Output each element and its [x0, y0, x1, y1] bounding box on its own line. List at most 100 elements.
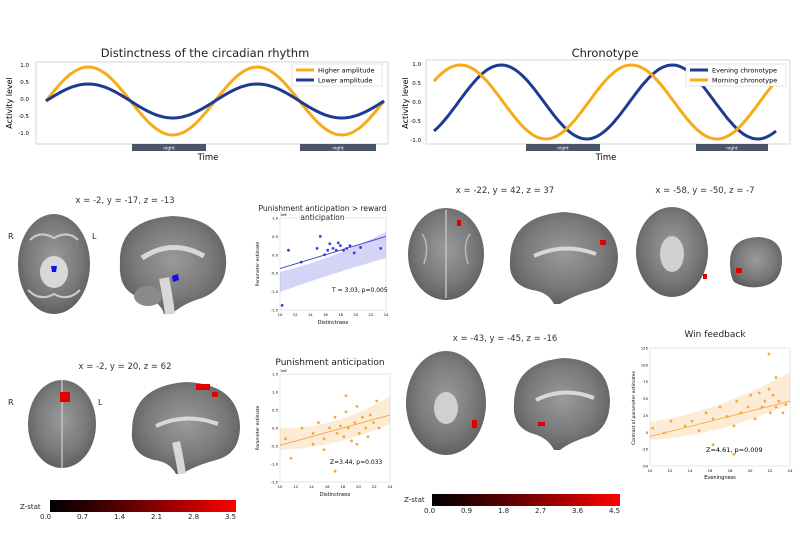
data-point: [317, 421, 320, 424]
data-point: [774, 405, 778, 409]
ytick: -1.0: [18, 131, 29, 137]
data-point: [333, 469, 337, 473]
panel-a-frame: [35, 61, 389, 145]
scatter3-chart: Contrast of parameter estimates Eveningn…: [631, 346, 793, 482]
stat-label: Z=4.61, p=0.009: [706, 446, 763, 454]
brain-slice: [509, 212, 618, 304]
data-point: [344, 394, 348, 397]
series-morning-chronotype: [432, 63, 778, 141]
brain-slice: [730, 237, 782, 288]
ytick: 25: [643, 413, 648, 418]
legend-label-lower: Lower amplitude: [318, 77, 372, 85]
night-bar-2: [696, 144, 768, 151]
brain-axial-d3: [406, 351, 486, 455]
data-point: [335, 432, 339, 435]
hemisphere-label-left: L: [98, 398, 103, 407]
ytick: -1.5: [271, 480, 279, 485]
ytick: 75: [643, 379, 648, 384]
red-activation: [703, 274, 707, 279]
ytick: -0.5: [271, 271, 279, 276]
data-point: [331, 246, 335, 250]
data-point: [353, 421, 357, 424]
tick: 1.8: [498, 507, 510, 515]
legend: [291, 63, 383, 87]
ytick: 0: [646, 430, 649, 435]
data-point: [318, 235, 322, 238]
data-point: [784, 403, 788, 407]
xtick: 12: [668, 468, 673, 473]
data-point: [355, 405, 359, 408]
brain-c2-coordinates: x = -2, y = 20, z = 62: [78, 362, 172, 372]
tick: 1.4: [114, 513, 126, 521]
xtick: 16: [325, 484, 330, 489]
data-point: [280, 304, 284, 307]
night-bar-2: [300, 144, 376, 151]
data-point: [328, 426, 331, 430]
x-axis-label: Time: [197, 153, 219, 163]
x-axis-label: Time: [595, 153, 617, 163]
night-label-2: night: [332, 146, 344, 152]
blue-activation: [172, 274, 179, 282]
data-point: [344, 410, 348, 414]
ytick: -1.5: [271, 308, 279, 313]
data-point: [326, 248, 330, 252]
y-exponent: 1e6: [280, 369, 287, 373]
data-point: [732, 452, 736, 456]
red-activation: [600, 240, 606, 245]
colorbar2-ticks: 0.0 0.9 1.8 2.7 3.6 4.5: [424, 507, 632, 517]
data-point: [711, 417, 715, 421]
xtick: 14: [308, 312, 313, 317]
ytick: 0.0: [272, 252, 279, 257]
confidence-band: [280, 396, 390, 450]
data-point: [357, 432, 361, 435]
xtick: 20: [356, 484, 361, 489]
ytick: 1.5: [272, 372, 279, 377]
ytick: -0.5: [271, 444, 279, 449]
data-point: [753, 417, 757, 421]
ytick: 0.5: [272, 408, 279, 413]
brain-lateral-d2: [730, 237, 782, 288]
ytick: 1.0: [272, 390, 279, 395]
data-point: [348, 244, 352, 247]
red-activation: [212, 392, 218, 397]
ytick: -1.0: [410, 138, 421, 144]
data-point: [711, 443, 715, 447]
data-point: [377, 426, 381, 430]
hemisphere-label-left: L: [92, 232, 97, 241]
data-point: [311, 432, 315, 435]
xtick: 14: [688, 468, 693, 473]
brain-slice: [513, 358, 610, 450]
data-point: [364, 426, 368, 430]
xtick: 16: [708, 468, 713, 473]
xtick: 20: [353, 312, 358, 317]
series-lower-amplitude: [45, 82, 385, 120]
regression-line: [279, 235, 387, 270]
data-point: [333, 415, 337, 419]
ytick: 0.5: [20, 80, 29, 86]
xtick: 22: [372, 484, 377, 489]
data-point: [339, 244, 342, 247]
blue-activation: [51, 266, 57, 272]
brain-sagittal-d1: [509, 212, 618, 304]
data-point: [300, 426, 304, 430]
tick: 3.5: [225, 513, 237, 521]
data-point: [375, 399, 379, 403]
red-activation: [457, 220, 461, 226]
night-label-1: night: [557, 146, 569, 152]
data-point: [342, 435, 346, 439]
ytick: 1.0: [412, 62, 421, 68]
data-point: [368, 413, 372, 417]
brain-axial-c2: [28, 380, 96, 468]
tick: 4.5: [609, 507, 621, 515]
ytick: -25: [642, 447, 649, 452]
red-activation: [736, 268, 742, 273]
data-point: [328, 242, 332, 246]
data-point: [697, 429, 701, 432]
brain-d1-coordinates: x = -22, y = 42, z = 37: [455, 186, 555, 196]
brain-sagittal-c1: [119, 216, 227, 315]
brain-axial-d1: [408, 208, 484, 300]
y-axis-label: Activity level: [5, 77, 14, 128]
xtick: 18: [340, 484, 345, 489]
data-point: [359, 246, 362, 249]
xtick: 14: [309, 484, 314, 489]
